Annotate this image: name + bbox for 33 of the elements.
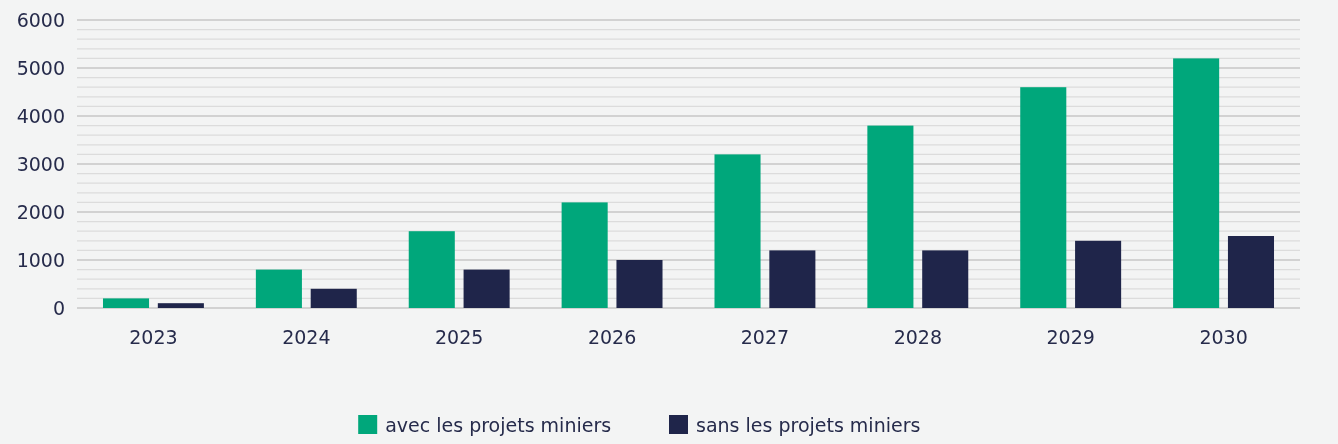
y-tick-label: 2000 bbox=[16, 200, 65, 223]
bar bbox=[714, 154, 761, 308]
x-tick-label: 2030 bbox=[1199, 326, 1248, 348]
legend-label: avec les projets miniers bbox=[385, 414, 612, 436]
y-tick-label: 0 bbox=[52, 296, 65, 319]
y-tick-label: 3000 bbox=[16, 152, 65, 175]
y-tick-label: 6000 bbox=[16, 8, 65, 31]
x-tick-label: 2023 bbox=[129, 326, 178, 348]
bar bbox=[102, 298, 150, 308]
bar bbox=[255, 269, 302, 308]
bar bbox=[463, 269, 510, 308]
bar bbox=[561, 202, 608, 308]
bar bbox=[1075, 240, 1122, 308]
bar bbox=[769, 250, 816, 308]
x-tick-label: 2025 bbox=[435, 326, 484, 348]
y-tick-label: 5000 bbox=[16, 56, 65, 79]
bar bbox=[408, 231, 455, 308]
bar bbox=[867, 125, 914, 308]
bar bbox=[616, 260, 663, 308]
bar bbox=[1173, 58, 1220, 308]
x-tick-label: 2029 bbox=[1046, 326, 1095, 348]
bar bbox=[310, 288, 357, 308]
y-tick-label: 1000 bbox=[16, 248, 65, 271]
bar bbox=[1227, 236, 1275, 308]
x-tick-label: 2026 bbox=[587, 326, 637, 348]
bar bbox=[1020, 87, 1067, 308]
x-tick-label: 2027 bbox=[740, 326, 790, 348]
bar bbox=[922, 250, 969, 308]
legend-label: sans les projets miniers bbox=[696, 414, 921, 436]
y-tick-label: 4000 bbox=[16, 104, 65, 127]
bar bbox=[157, 303, 204, 308]
x-tick-label: 2028 bbox=[893, 326, 942, 348]
x-tick-label: 2024 bbox=[282, 326, 331, 348]
